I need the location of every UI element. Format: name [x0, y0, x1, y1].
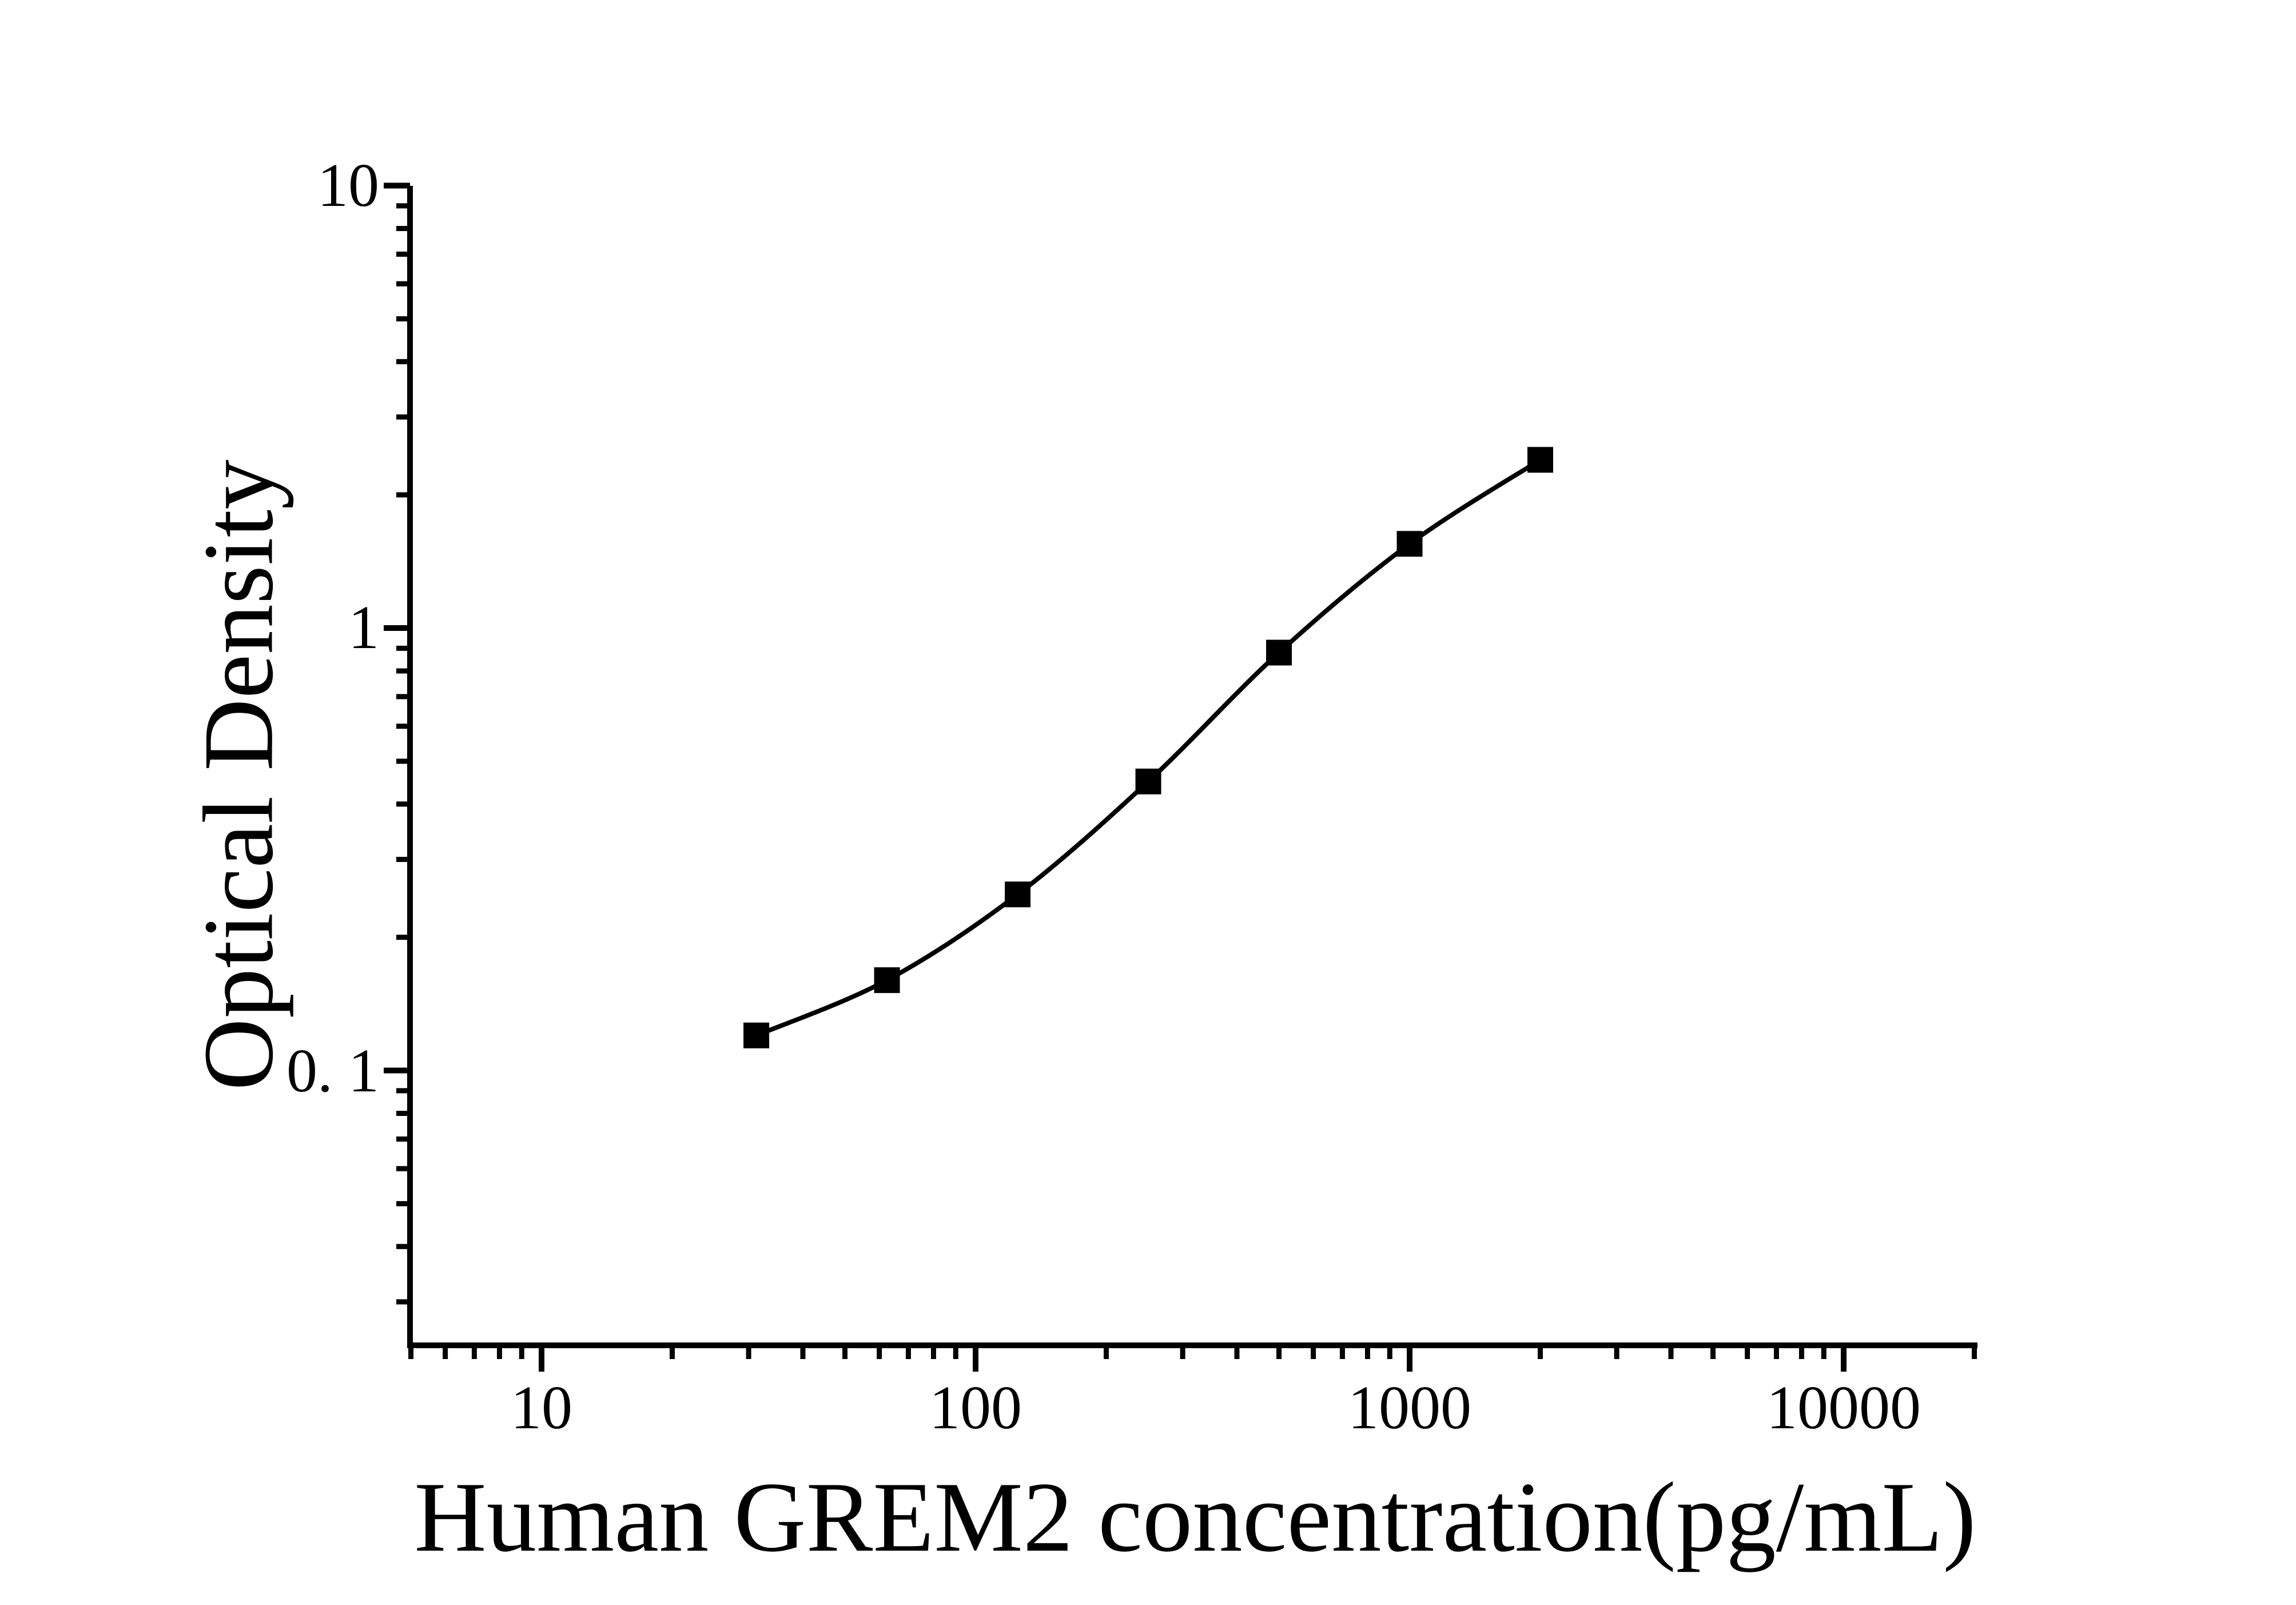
data-point-marker: [743, 1022, 770, 1048]
x-tick-label-10: 10: [511, 1374, 572, 1442]
data-point-marker: [1266, 639, 1292, 666]
y-axis-title: Optical Density: [182, 459, 294, 1091]
data-point-marker: [1135, 768, 1161, 794]
data-point-marker: [874, 967, 900, 994]
x-tick-label-100: 100: [929, 1374, 1022, 1442]
data-point-marker: [1396, 531, 1423, 557]
standard-curve-line: [755, 458, 1542, 1038]
x-axis-title: Human GREM2 concentration(pg/mL): [414, 1461, 1976, 1572]
data-point-marker: [1527, 447, 1553, 473]
x-tick-label-1000: 1000: [1348, 1374, 1471, 1442]
x-tick-label-10000: 10000: [1766, 1374, 1921, 1442]
y-tick-label-10: 10: [317, 152, 379, 220]
y-tick-label-0-1: 0. 1: [286, 1037, 379, 1105]
y-tick-label-1: 1: [348, 594, 379, 662]
data-point-marker: [1005, 881, 1031, 908]
